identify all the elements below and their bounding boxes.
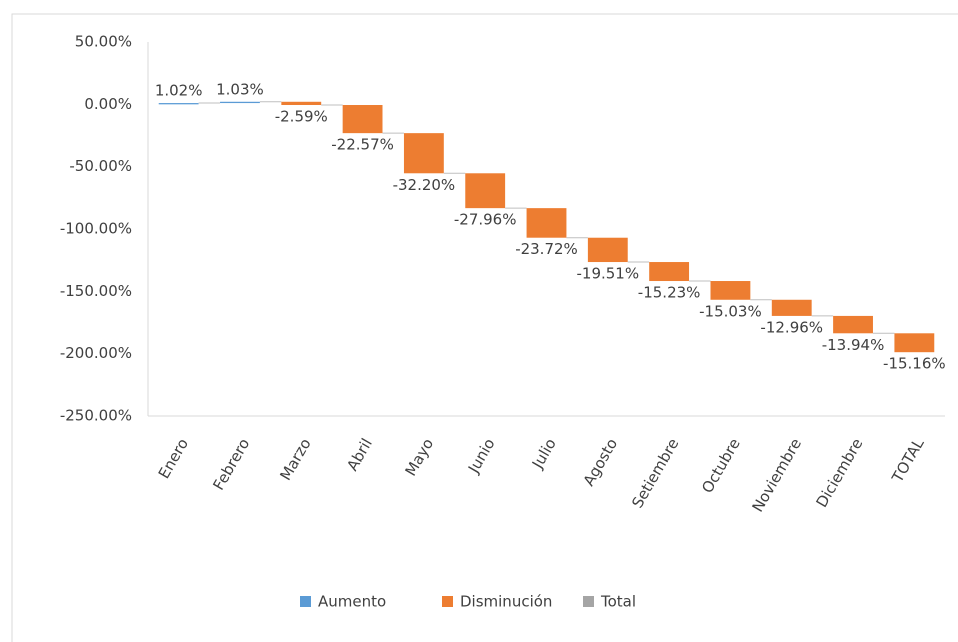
bar	[403, 133, 444, 174]
bar	[649, 262, 690, 282]
bar	[220, 101, 260, 104]
data-label: -19.51%	[577, 265, 640, 283]
bar	[894, 333, 935, 353]
y-tick-label: -150.00%	[60, 282, 132, 300]
data-label: -22.57%	[331, 136, 394, 154]
data-label: -15.16%	[883, 355, 946, 373]
y-tick-label: -100.00%	[60, 220, 132, 238]
bar	[465, 173, 506, 209]
chart-border	[11, 13, 958, 642]
data-label: -13.94%	[822, 336, 885, 354]
data-label: -15.23%	[638, 284, 701, 302]
data-label: -27.96%	[454, 211, 517, 229]
data-label: -15.03%	[699, 302, 762, 320]
data-label: -32.20%	[393, 176, 456, 194]
bar	[587, 237, 628, 263]
legend-label: Aumento	[318, 593, 386, 611]
bar	[526, 208, 567, 238]
y-tick-label: -50.00%	[69, 157, 132, 175]
y-tick-label: -200.00%	[60, 344, 132, 362]
data-label: 1.02%	[155, 82, 203, 100]
y-tick-label: -250.00%	[60, 407, 132, 425]
data-label: -2.59%	[275, 108, 328, 126]
legend-swatch	[300, 596, 311, 607]
y-tick-label: 50.00%	[75, 33, 132, 51]
legend-swatch	[442, 596, 453, 607]
bar	[771, 299, 812, 316]
bar	[158, 103, 199, 105]
data-label: -12.96%	[760, 318, 823, 336]
bar	[710, 281, 751, 300]
legend-label: Disminución	[460, 593, 552, 611]
bar	[281, 101, 322, 106]
legend-label: Total	[600, 593, 636, 611]
data-label: -23.72%	[515, 240, 578, 258]
legend-swatch	[583, 596, 594, 607]
bar	[342, 105, 383, 134]
bar	[833, 315, 873, 334]
y-tick-label: 0.00%	[84, 95, 132, 113]
data-label: 1.03%	[216, 80, 264, 98]
